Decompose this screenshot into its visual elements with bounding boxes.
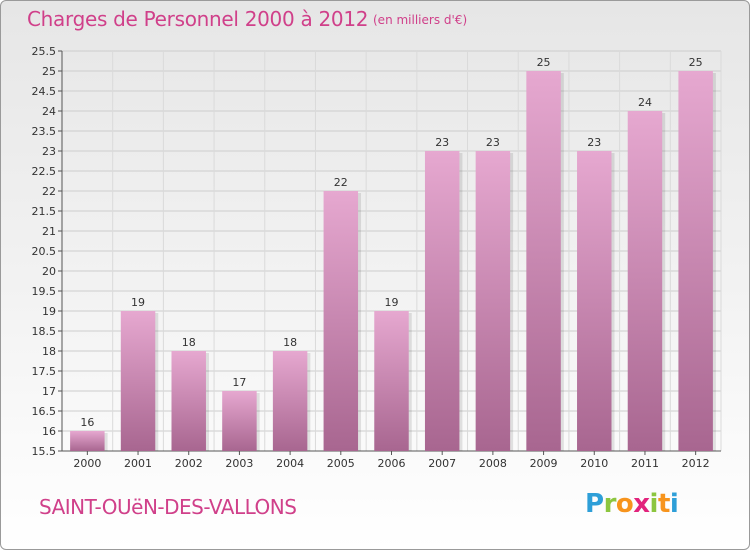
x-tick-labels: 2000 2001 2002 2003 2004 2005 2006 2007 2008 2009… bbox=[73, 457, 709, 470]
bar bbox=[526, 71, 561, 451]
y-tick-label: 25 bbox=[42, 65, 56, 78]
bar bbox=[323, 191, 359, 451]
y-tick-label: 16 bbox=[42, 425, 56, 438]
value-labels: 16 19 18 17 18 22 19 23 23 25 23 24 25 bbox=[80, 56, 702, 429]
value-label: 24 bbox=[638, 96, 652, 109]
value-label: 22 bbox=[334, 176, 348, 189]
value-label: 18 bbox=[182, 336, 196, 349]
value-label: 23 bbox=[486, 136, 500, 149]
y-tick-label: 18 bbox=[42, 345, 56, 358]
x-tick-label: 2009 bbox=[530, 457, 558, 470]
value-label: 19 bbox=[385, 296, 399, 309]
bar bbox=[272, 351, 308, 451]
x-tick-label: 2002 bbox=[175, 457, 203, 470]
x-tick-label: 2005 bbox=[327, 457, 355, 470]
x-tick-label: 2011 bbox=[631, 457, 659, 470]
value-label: 23 bbox=[587, 136, 601, 149]
x-tick-label: 2000 bbox=[73, 457, 101, 470]
y-tick-label: 18.5 bbox=[32, 325, 57, 338]
logo-letter: t bbox=[657, 489, 670, 519]
y-tick-label: 22.5 bbox=[32, 165, 57, 178]
y-tick-label: 22 bbox=[42, 185, 56, 198]
logo-letter: P bbox=[585, 489, 604, 519]
x-tick-label: 2008 bbox=[479, 457, 507, 470]
y-tick-label: 19.5 bbox=[32, 285, 57, 298]
bar bbox=[70, 431, 105, 451]
y-tick-labels: 15.5 16 16.5 17 17.5 18 18.5 19 19.5 20 20.5 21 21.5… bbox=[32, 45, 57, 458]
y-tick-label: 23 bbox=[42, 145, 56, 158]
x-tick-label: 2007 bbox=[428, 457, 456, 470]
bar bbox=[171, 351, 206, 451]
y-tick-label: 20 bbox=[42, 265, 56, 278]
y-tick-label: 25.5 bbox=[32, 45, 57, 58]
bar bbox=[627, 111, 663, 451]
x-tick-label: 2001 bbox=[124, 457, 152, 470]
x-tick-label: 2012 bbox=[682, 457, 710, 470]
value-label: 19 bbox=[131, 296, 145, 309]
y-tick-label: 24.5 bbox=[32, 85, 57, 98]
y-tick-label: 20.5 bbox=[32, 245, 57, 258]
bar bbox=[678, 71, 713, 451]
value-label: 25 bbox=[537, 56, 551, 69]
y-tick-label: 21 bbox=[42, 225, 56, 238]
logo-letter: r bbox=[603, 489, 617, 519]
bar bbox=[577, 151, 612, 451]
logo-letter: x bbox=[633, 489, 650, 519]
x-tick-label: 2004 bbox=[276, 457, 304, 470]
x-tick-label: 2010 bbox=[580, 457, 608, 470]
bar bbox=[475, 151, 511, 451]
value-label: 16 bbox=[80, 416, 94, 429]
value-label: 25 bbox=[689, 56, 703, 69]
y-tick-label: 19 bbox=[42, 305, 56, 318]
y-tick-label: 17.5 bbox=[32, 365, 57, 378]
x-tick-label: 2003 bbox=[225, 457, 253, 470]
bar bbox=[424, 151, 460, 451]
proxiti-logo: Proxiti bbox=[585, 489, 679, 519]
bar bbox=[374, 311, 409, 451]
x-tick-label: 2006 bbox=[378, 457, 406, 470]
y-tick-label: 17 bbox=[42, 385, 56, 398]
bar bbox=[120, 311, 156, 451]
value-label: 18 bbox=[283, 336, 297, 349]
logo-letter: i bbox=[649, 489, 659, 519]
y-tick-label: 21.5 bbox=[32, 205, 57, 218]
y-tick-label: 23.5 bbox=[32, 125, 57, 138]
value-label: 23 bbox=[435, 136, 449, 149]
logo-letter: o bbox=[615, 489, 634, 519]
town-name: SAINT-OUëN-DES-VALLONS bbox=[39, 495, 297, 519]
bars bbox=[70, 71, 716, 451]
y-tick-label: 16.5 bbox=[32, 405, 57, 418]
unit-label: (en milliers d'€) bbox=[373, 13, 468, 27]
bar bbox=[222, 391, 257, 451]
value-label: 17 bbox=[232, 376, 246, 389]
logo-letter: i bbox=[669, 489, 679, 519]
y-tick-label: 24 bbox=[42, 105, 56, 118]
y-tick-label: 15.5 bbox=[32, 445, 57, 458]
chart-title: Charges de Personnel 2000 à 2012 bbox=[27, 7, 369, 31]
